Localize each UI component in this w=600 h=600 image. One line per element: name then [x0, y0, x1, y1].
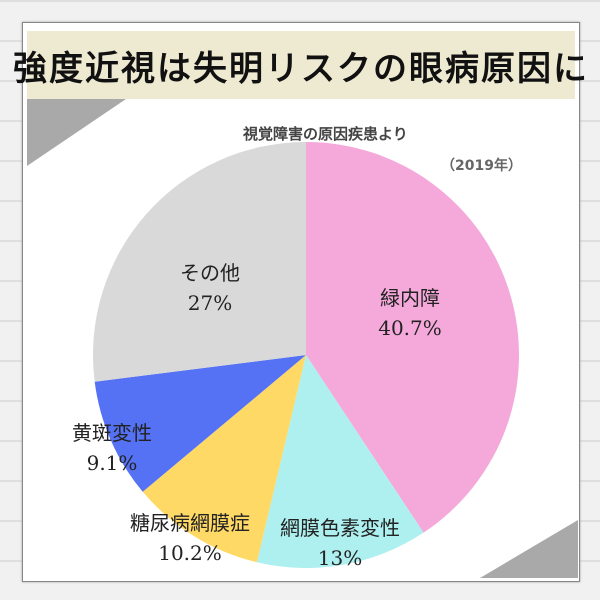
corner-triangle-bottom-right — [480, 520, 578, 578]
pie-slice — [306, 142, 519, 533]
page-title: 強度近視は失明リスクの眼病原因に — [13, 31, 587, 99]
pie-slice — [94, 355, 306, 492]
slice-label: その他 — [180, 261, 240, 285]
slice-label: 糖尿病網膜症 — [130, 511, 250, 535]
corner-triangle-top-left — [27, 99, 126, 166]
year-note: （2019年） — [441, 158, 522, 174]
pie-slice — [92, 142, 306, 382]
slice-label: 網膜色素変性 — [280, 516, 400, 540]
slice-label: 黄斑変性 — [72, 421, 152, 445]
pie-slice — [256, 355, 424, 568]
chart-subtitle: 視覚障害の原因疾患より — [243, 125, 408, 143]
pie-slice — [142, 355, 306, 563]
slice-value: 40.7% — [378, 316, 442, 340]
slice-value: 27% — [188, 291, 232, 315]
slice-label: 緑内障 — [380, 286, 440, 310]
slice-value: 9.1% — [87, 451, 138, 475]
slice-value: 10.2% — [158, 541, 222, 565]
slice-value: 13% — [318, 546, 362, 570]
